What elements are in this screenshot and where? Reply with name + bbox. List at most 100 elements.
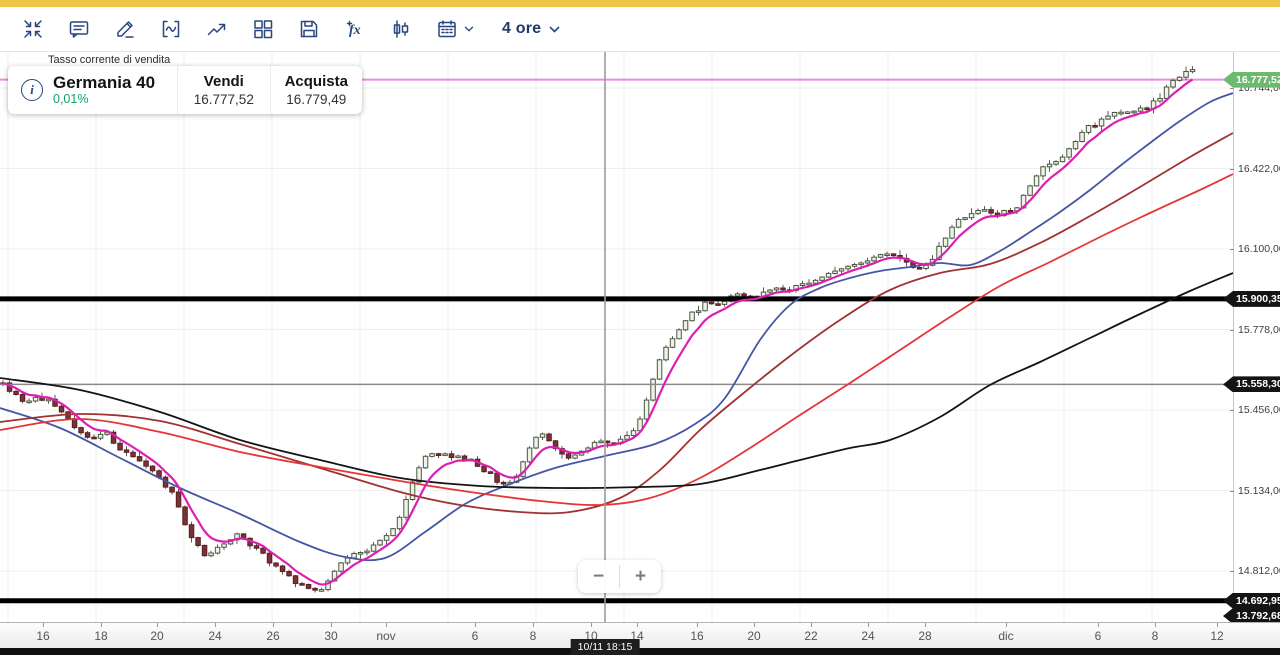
zoom-controls: − + <box>578 560 661 593</box>
price-chart-area[interactable] <box>0 52 1233 622</box>
time-tick-mark <box>637 623 638 627</box>
price-tick-mark <box>1230 249 1234 250</box>
crosshair-time-tooltip: 10/11 18:15 <box>570 639 640 655</box>
trend-line-icon <box>207 23 226 36</box>
price-level-badge: 15.558,30 <box>1223 376 1280 393</box>
collapse-icon <box>24 20 42 38</box>
price-tick-label: 15.778,00 <box>1238 323 1280 336</box>
buy-label: Acquista <box>284 72 348 90</box>
draw-pencil-icon-button[interactable] <box>110 14 140 44</box>
time-tick-mark <box>868 623 869 627</box>
time-tick-label: 24 <box>208 629 222 643</box>
price-level-badge: 13.792,68 <box>1223 608 1280 624</box>
time-tick-mark <box>101 623 102 627</box>
moving-averages-layer <box>0 78 1233 586</box>
time-tick-label: 6 <box>1094 629 1102 643</box>
time-tick-label: 16 <box>690 629 704 643</box>
price-tick-mark <box>1230 410 1234 411</box>
functions-fx-icon: fx <box>346 20 361 38</box>
ma-slower-red <box>0 173 1233 506</box>
info-icon[interactable]: i <box>21 79 43 101</box>
buy-price: 16.779,49 <box>286 91 347 107</box>
price-axis[interactable]: 16.744,0016.422,0016.100,0015.778,0015.4… <box>1223 52 1280 624</box>
price-level-badge: 14.692,95 <box>1223 592 1280 609</box>
ema-fast-magenta <box>2 78 1194 586</box>
time-tick-label: 20 <box>747 629 761 643</box>
time-tick-label: 30 <box>324 629 338 643</box>
time-tick-label: 28 <box>918 629 932 643</box>
ma-slowest-black <box>0 272 1233 489</box>
price-tick-mark <box>1230 490 1234 492</box>
time-tick-mark <box>1006 623 1007 627</box>
time-tick-mark <box>386 623 387 627</box>
time-tick-mark <box>591 623 592 627</box>
time-tick-mark <box>215 623 216 627</box>
functions-fx-icon-button[interactable]: fx <box>340 14 370 44</box>
time-tick-label: 16 <box>36 629 50 643</box>
chart-type-candles-icon <box>393 20 409 38</box>
timeframe-dropdown[interactable]: 4 ore <box>502 20 560 38</box>
time-tick-label: 24 <box>861 629 875 643</box>
price-level-badge: 15.900,35 <box>1223 290 1280 307</box>
time-tick-mark <box>157 623 158 627</box>
layout-grid-icon-button[interactable] <box>248 14 278 44</box>
price-tick-mark <box>1230 329 1234 331</box>
trend-line-icon-button[interactable] <box>202 14 232 44</box>
time-tick-mark <box>754 623 755 627</box>
level-lines-layer <box>0 296 1233 604</box>
svg-text:fx: fx <box>349 23 361 38</box>
price-level-badge: 16.777,52 <box>1223 71 1280 88</box>
bottom-black-bar <box>0 648 1280 655</box>
time-axis[interactable]: 16 18 20 24 26 30 nov 6 8 10 14 16 20 22 24 28 dic 6 8 12 <box>0 622 1280 648</box>
zoom-out-button[interactable]: − <box>592 565 605 587</box>
layout-grid-icon <box>254 20 273 39</box>
sell-rate-tooltip: Tasso corrente di vendita <box>42 53 177 67</box>
price-tick-label: 14.812,00 <box>1238 565 1280 577</box>
time-tick-mark <box>1155 623 1156 627</box>
instrument-name: Germania 40 <box>53 73 156 92</box>
time-tick-mark <box>811 623 812 627</box>
chart-type-candles-icon-button[interactable] <box>386 14 416 44</box>
price-chart-svg <box>0 52 1233 622</box>
price-tick-label: 16.100,00 <box>1238 243 1280 255</box>
top-accent-bar <box>0 0 1280 7</box>
annotation-icon-button[interactable] <box>64 14 94 44</box>
sell-label: Vendi <box>203 72 244 90</box>
time-tick-label: 6 <box>471 629 479 643</box>
annotation-icon <box>69 21 89 38</box>
time-tick-label: dic <box>998 629 1014 643</box>
price-tick-mark <box>1230 168 1234 170</box>
instrument-change-percent: 0,01% <box>53 92 89 106</box>
candles-layer <box>0 66 1196 593</box>
price-tick-label: 15.456,00 <box>1238 404 1280 416</box>
instrument-summary: i Germania 40 0,01% <box>8 66 177 114</box>
chevron-down-icon <box>549 25 560 33</box>
time-tick-label: 8 <box>529 629 537 643</box>
timeframe-label: 4 ore <box>502 20 542 37</box>
instrument-card[interactable]: i Germania 40 0,01% Vendi 16.777,52 Acqu… <box>8 66 362 114</box>
save-icon-button[interactable] <box>294 14 324 44</box>
indicator-icon-button[interactable] <box>156 14 186 44</box>
time-tick-label: nov <box>376 629 396 643</box>
time-tick-mark <box>1217 623 1218 627</box>
time-tick-mark <box>331 623 332 627</box>
zoom-in-button[interactable]: + <box>634 565 647 587</box>
calendar-icon-button[interactable] <box>432 14 476 44</box>
calendar-icon <box>437 20 456 38</box>
time-tick-mark <box>475 623 476 627</box>
ma-medium-blue <box>0 92 1233 562</box>
chart-toolbar: fx 4 ore <box>0 7 1280 52</box>
zoom-divider <box>619 565 620 588</box>
collapse-icon-button[interactable] <box>18 14 48 44</box>
price-tick-label: 15.134,00 <box>1238 484 1280 497</box>
chevron-down-icon <box>464 26 473 32</box>
time-tick-label: 8 <box>1151 629 1159 643</box>
price-tick-mark <box>1230 88 1234 89</box>
indicator-icon <box>162 20 180 38</box>
sell-button[interactable]: Vendi 16.777,52 <box>177 66 269 114</box>
buy-button[interactable]: Acquista 16.779,49 <box>269 66 362 114</box>
time-tick-mark <box>273 623 274 627</box>
time-tick-mark <box>697 623 698 627</box>
save-icon <box>300 20 318 38</box>
